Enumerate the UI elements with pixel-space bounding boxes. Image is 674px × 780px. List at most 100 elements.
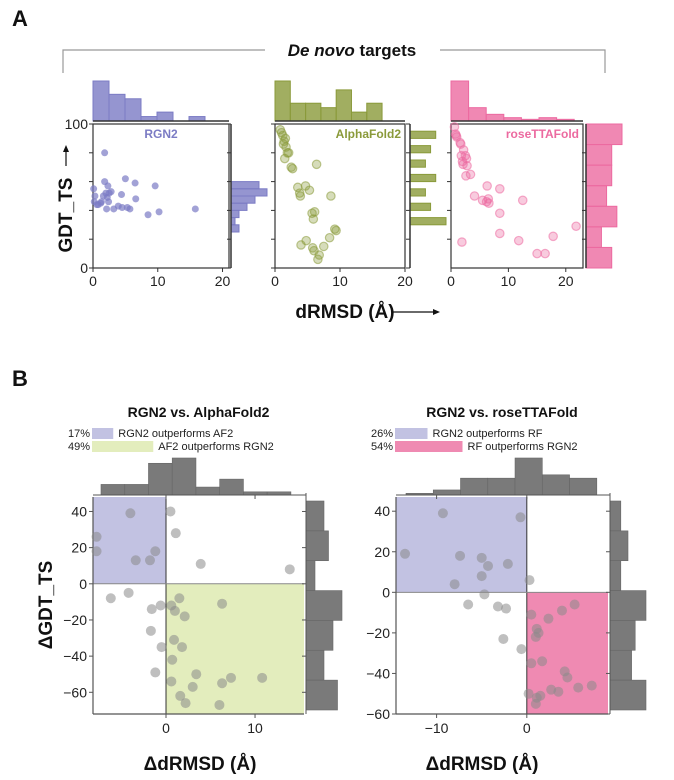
x-tick-label: 20: [215, 273, 231, 289]
data-point: [126, 205, 134, 213]
data-point: [150, 546, 161, 557]
data-point: [169, 634, 180, 645]
data-point: [479, 589, 490, 600]
x-hist-bar: [350, 111, 368, 122]
plot-frame: [92, 123, 230, 269]
data-point: [174, 593, 185, 604]
data-point: [155, 208, 163, 216]
y-tick-label: 40: [71, 503, 87, 519]
data-point: [287, 163, 298, 174]
data-point: [151, 182, 159, 190]
x-hist-bar: [108, 93, 126, 122]
data-point: [329, 224, 340, 234]
data-point: [165, 506, 176, 517]
data-point: [144, 211, 152, 219]
y-hist-bar: [305, 679, 338, 711]
x-hist-bar: [124, 98, 142, 122]
x-hist-bar: [195, 486, 220, 496]
model-label: roseTTAFold: [506, 127, 579, 141]
x-hist-bar: [487, 477, 516, 496]
x-hist-bar: [219, 478, 244, 496]
legend-label: RGN2 outperforms AF2: [118, 428, 233, 440]
comparison-title: RGN2 vs. AlphaFold2: [128, 404, 270, 420]
legend-percent: 54%: [371, 441, 393, 453]
y-hist-bar: [305, 620, 334, 651]
legend-percent: 26%: [371, 428, 393, 440]
x-tick-label: 10: [332, 273, 348, 289]
legend-swatch: [92, 428, 114, 439]
y-hist-bar: [609, 620, 636, 651]
y-hist-bar: [230, 209, 240, 219]
data-point: [123, 587, 134, 598]
data-point: [99, 192, 107, 200]
data-point: [400, 548, 411, 559]
panel-a-title-italic: De novo: [288, 41, 355, 60]
legend-label: AF2 outperforms RGN2: [158, 441, 274, 453]
data-point: [476, 552, 487, 563]
data-point: [494, 208, 505, 219]
y-hist-bar: [609, 560, 622, 591]
data-point: [217, 678, 228, 689]
data-point: [167, 654, 178, 665]
y-hist-bar: [609, 679, 647, 711]
x-hist-bar: [289, 102, 307, 122]
data-point: [286, 162, 297, 172]
x-tick-label: 0: [447, 273, 455, 289]
region-af2-better: [166, 583, 304, 714]
y-hist-bar: [409, 159, 426, 168]
y-tick-label: −20: [63, 612, 87, 628]
data-point: [304, 185, 315, 196]
panel-b-ylabel: ΔGDT_TS: [36, 561, 57, 650]
y-tick-label: 40: [374, 503, 390, 519]
data-point: [107, 188, 115, 196]
bracket-left: [62, 49, 265, 73]
data-point: [498, 633, 509, 644]
data-point: [121, 175, 129, 183]
data-point: [526, 658, 537, 669]
data-point: [492, 601, 503, 612]
x-tick-label: 0: [523, 720, 531, 736]
xlabel-arrow-head-icon: [433, 309, 440, 315]
y-hist-bar: [609, 649, 632, 681]
data-point: [187, 681, 198, 692]
data-point: [513, 235, 524, 246]
data-point: [457, 237, 467, 247]
data-point: [125, 508, 136, 519]
model-label: RGN2: [144, 127, 178, 141]
data-point: [101, 149, 109, 157]
plot-frame: [450, 123, 584, 269]
x-tick-label: 0: [162, 720, 170, 736]
data-point: [175, 690, 186, 701]
data-point: [132, 195, 140, 203]
data-point: [469, 191, 480, 201]
y-tick-label: −40: [366, 665, 390, 681]
data-point: [195, 558, 206, 569]
y-hist-bar: [305, 590, 343, 621]
data-point: [191, 669, 202, 680]
y-tick-label: 0: [79, 576, 87, 592]
de-novo-bracket: De novo targets: [62, 41, 606, 73]
data-point: [177, 642, 188, 653]
panel-a-letter: A: [12, 6, 28, 31]
x-hist-bar: [485, 113, 505, 122]
data-point: [169, 605, 180, 616]
data-point: [484, 198, 494, 208]
x-hist-bar: [468, 107, 487, 122]
y-hist-bar: [230, 181, 260, 190]
y-hist-bar: [230, 224, 240, 233]
data-point: [501, 603, 512, 614]
x-tick-label: 20: [558, 273, 574, 289]
y-hist-bar: [409, 188, 426, 197]
comparison-title: RGN2 vs. roseTTAFold: [426, 404, 577, 420]
panel-b-letter: B: [12, 366, 28, 391]
data-point: [166, 676, 177, 687]
model-label: AlphaFold2: [336, 127, 402, 141]
data-point: [295, 191, 306, 201]
data-point: [214, 699, 225, 710]
data-point: [301, 235, 311, 246]
panel-a-xlabel: dRMSD (Å): [295, 302, 394, 323]
x-hist-bar: [148, 462, 173, 496]
y-hist-bar: [409, 173, 437, 183]
data-point: [437, 508, 448, 519]
data-point: [532, 248, 542, 259]
